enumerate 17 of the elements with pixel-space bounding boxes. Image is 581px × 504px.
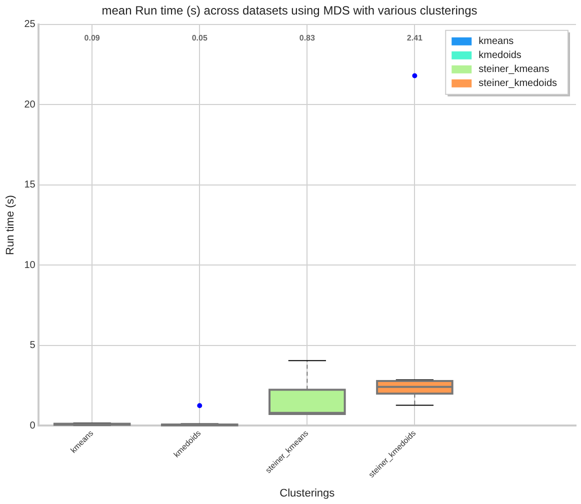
y-tick-label: 5 <box>30 340 36 352</box>
y-axis-title: Run time (s) <box>4 195 17 255</box>
y-tick-label: 15 <box>24 180 36 191</box>
annotation: 0.05 <box>192 34 208 43</box>
legend-label: steiner_kmedoids <box>478 78 557 90</box>
legend-label: kmeans <box>478 36 514 48</box>
legend-label: kmedoids <box>478 50 522 62</box>
annotation: 0.09 <box>84 34 100 43</box>
legend-label: steiner_kmeans <box>478 64 550 76</box>
annotation: 0.83 <box>299 34 316 43</box>
annotation: 2.41 <box>406 34 424 43</box>
y-tick-label: 25 <box>24 19 36 30</box>
chart-title: mean Run time (s) across datasets using MDS with various clusterings <box>102 4 478 18</box>
x-axis-title: Clusterings <box>280 487 336 500</box>
y-tick-label: 20 <box>24 99 36 110</box>
y-tick-label: 0 <box>30 420 36 432</box>
y-tick-label: 10 <box>24 260 36 271</box>
